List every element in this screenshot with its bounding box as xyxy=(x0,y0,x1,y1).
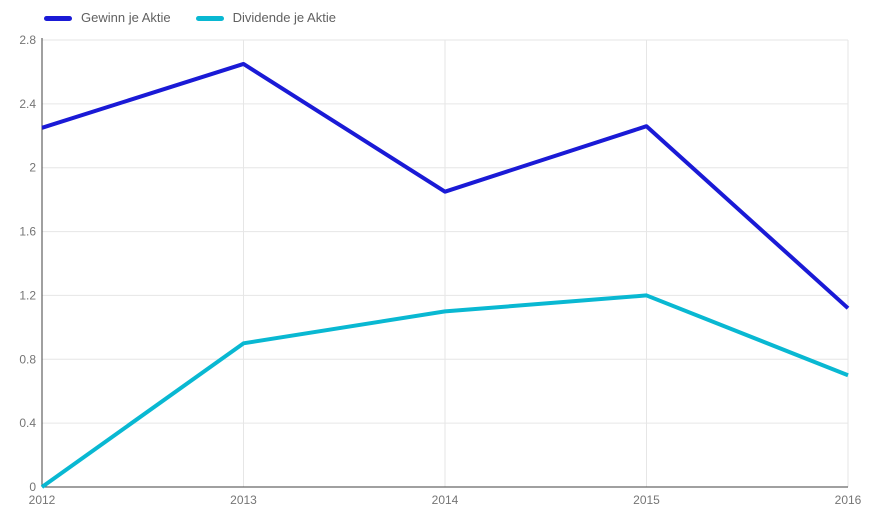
y-tick-label: 1.6 xyxy=(19,225,36,239)
legend-item-gewinn-je-aktie[interactable]: Gewinn je Aktie xyxy=(44,10,171,26)
series-line-0[interactable] xyxy=(41,61,850,310)
y-tick-label: 1.2 xyxy=(19,288,36,302)
x-tick-label: 2013 xyxy=(230,493,257,507)
legend-swatch-gewinn-icon xyxy=(44,15,72,21)
x-tick-label: 2016 xyxy=(835,493,862,507)
y-tick-label: 0.4 xyxy=(19,416,36,430)
series-line-1[interactable] xyxy=(40,293,849,489)
y-tick-label: 2.8 xyxy=(19,33,36,47)
legend-label-dividende: Dividende je Aktie xyxy=(232,10,336,25)
chart-legend: Gewinn je Aktie Dividende je Aktie xyxy=(44,10,336,26)
y-tick-label: 0 xyxy=(29,480,36,494)
x-tick-label: 2015 xyxy=(633,493,660,507)
x-tick-label: 2012 xyxy=(29,493,56,507)
y-tick-label: 0.8 xyxy=(19,352,36,366)
x-tick-label: 2014 xyxy=(432,493,459,507)
legend-item-dividende-je-aktie[interactable]: Dividende je Aktie xyxy=(195,10,336,26)
y-tick-label: 2 xyxy=(29,161,36,175)
y-tick-label: 2.4 xyxy=(19,97,36,111)
legend-swatch-dividende-icon xyxy=(195,15,224,21)
legend-label-gewinn: Gewinn je Aktie xyxy=(81,10,171,25)
